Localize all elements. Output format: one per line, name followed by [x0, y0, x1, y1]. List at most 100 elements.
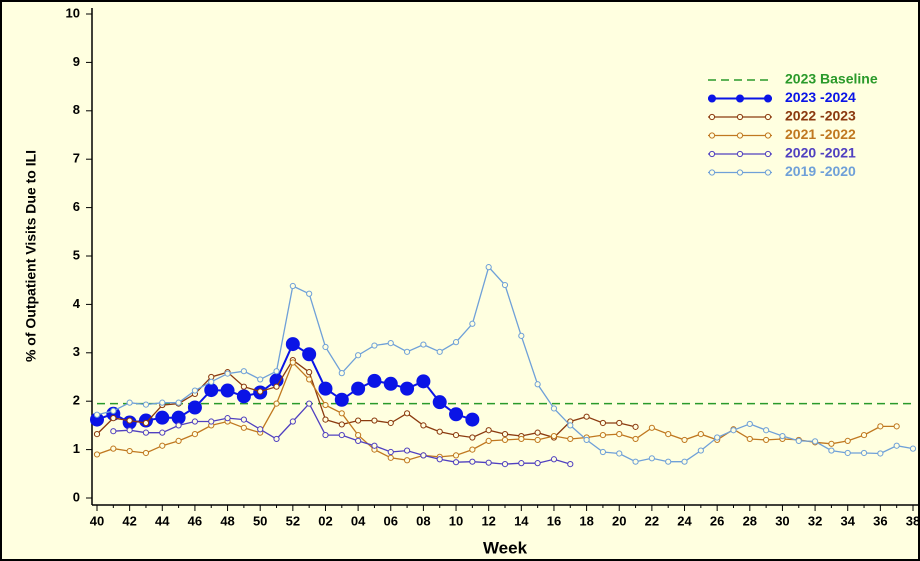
point	[191, 387, 199, 394]
point	[285, 337, 300, 352]
point	[432, 395, 447, 410]
point	[534, 460, 541, 467]
point	[171, 410, 186, 425]
point	[383, 376, 398, 391]
x-tick-label: 20	[612, 513, 626, 528]
legend-marker	[736, 132, 744, 139]
point	[387, 448, 394, 456]
point	[403, 348, 411, 355]
point	[338, 431, 345, 439]
x-tick-label: 52	[286, 513, 300, 528]
point	[273, 368, 280, 375]
point	[469, 320, 476, 327]
point	[877, 450, 884, 457]
point	[208, 378, 215, 385]
point	[338, 370, 345, 377]
point	[746, 435, 753, 443]
point	[534, 429, 541, 436]
point	[469, 458, 476, 465]
point	[220, 383, 235, 398]
x-tick-label: 18	[579, 513, 593, 528]
point	[273, 435, 280, 443]
point	[338, 410, 345, 417]
legend-label: 2021 -2022	[785, 126, 856, 142]
point	[550, 405, 558, 412]
point	[436, 428, 443, 435]
point	[367, 373, 382, 388]
point	[599, 431, 607, 439]
point	[110, 407, 117, 414]
point	[224, 415, 231, 422]
x-tick-label: 42	[122, 513, 136, 528]
point	[844, 449, 851, 457]
x-tick-label: 50	[253, 513, 267, 528]
point	[240, 424, 247, 431]
x-tick-label: 10	[449, 513, 463, 528]
y-tick-label: 8	[73, 102, 80, 117]
point	[126, 427, 133, 434]
point	[465, 412, 480, 427]
point	[110, 445, 117, 452]
point	[763, 436, 770, 444]
point	[583, 436, 590, 444]
point	[893, 442, 900, 449]
point	[273, 383, 280, 390]
x-tick-label: 02	[318, 513, 332, 528]
point	[159, 442, 166, 449]
point	[616, 431, 623, 438]
point	[779, 432, 786, 440]
point	[681, 458, 688, 465]
point	[93, 451, 101, 458]
point	[322, 401, 329, 409]
x-tick-label: 32	[808, 513, 822, 528]
point	[697, 431, 704, 438]
y-tick-label: 5	[73, 247, 80, 262]
point	[860, 431, 868, 439]
x-tick-label: 28	[743, 513, 757, 528]
point	[142, 401, 150, 408]
point	[485, 427, 492, 434]
point	[240, 416, 247, 423]
y-tick-label: 7	[73, 151, 80, 166]
point	[371, 417, 378, 424]
point	[501, 436, 509, 444]
point	[697, 447, 704, 454]
point	[567, 435, 574, 443]
x-tick-label: 16	[547, 513, 561, 528]
y-tick-label: 4	[73, 296, 81, 311]
point	[302, 347, 317, 362]
y-tick-label: 10	[66, 5, 80, 20]
point	[236, 389, 251, 404]
point	[893, 423, 900, 430]
point	[257, 426, 264, 433]
point	[155, 410, 170, 425]
x-tick-label: 40	[90, 513, 104, 528]
x-tick-label: 48	[220, 513, 234, 528]
y-axis-label: % of Outpatient Visits Due to ILI	[23, 150, 39, 362]
point	[730, 427, 737, 434]
point	[93, 411, 101, 418]
legend-marker	[708, 132, 716, 139]
point	[273, 400, 280, 407]
point	[191, 431, 199, 438]
point	[485, 459, 492, 466]
point	[175, 399, 182, 406]
point	[909, 445, 917, 452]
point	[351, 381, 366, 396]
point	[175, 422, 182, 429]
y-tick-label: 0	[73, 489, 80, 504]
point	[436, 348, 443, 355]
point	[403, 457, 411, 464]
point	[208, 418, 215, 425]
point	[289, 359, 296, 366]
point	[550, 456, 558, 463]
point	[387, 454, 394, 461]
point	[187, 400, 202, 415]
x-tick-label: 30	[775, 513, 789, 528]
point	[403, 410, 411, 417]
point	[632, 458, 639, 465]
point	[632, 423, 639, 430]
x-tick-label: 26	[710, 513, 724, 528]
point	[599, 419, 607, 427]
point	[240, 368, 247, 375]
